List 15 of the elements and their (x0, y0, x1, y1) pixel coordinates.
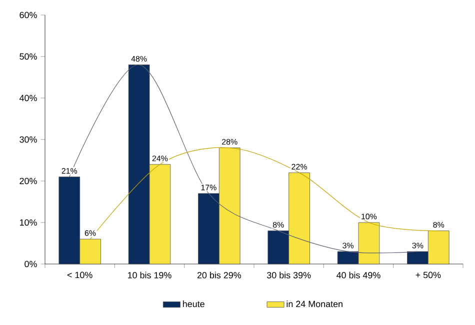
x-tick-label: 40 bis 49% (336, 272, 380, 278)
legend-label: heute (182, 300, 204, 308)
y-tick-label: 0% (24, 260, 37, 268)
x-tick-label: 10 bis 19% (128, 272, 172, 278)
x-tick-label: + 50% (416, 272, 441, 278)
legend-label: in 24 Monaten (286, 300, 342, 308)
y-tick-label: 50% (20, 53, 37, 60)
y-tick-label: 40% (19, 94, 37, 102)
y-tick-label: 30% (20, 136, 37, 143)
y-tick-label: 10% (20, 219, 37, 226)
y-tick-label: 60% (20, 12, 37, 18)
x-tick-label: 30 bis 39% (266, 272, 311, 278)
x-tick-label: < 10% (67, 272, 92, 278)
x-tick-label: 20 bis 29% (197, 272, 242, 278)
y-tick-label: 20% (20, 178, 37, 184)
